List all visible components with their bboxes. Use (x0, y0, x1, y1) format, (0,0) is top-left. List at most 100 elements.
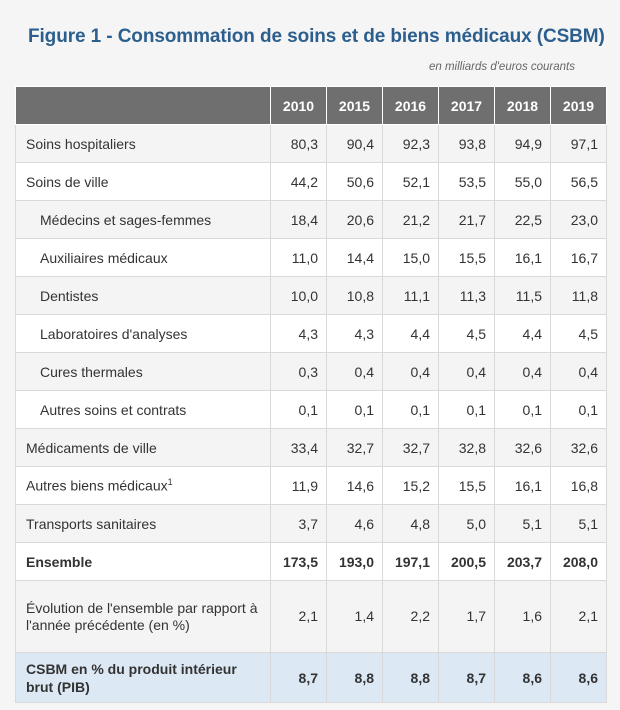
table-row: Autres biens médicaux1 11,9 14,6 15,2 15… (15, 466, 607, 505)
table-row: Dentistes 10,0 10,8 11,1 11,3 11,5 11,8 (15, 276, 607, 315)
figure-title: Figure 1 - Consommation de soins et de b… (28, 26, 605, 47)
year-header: 2010 (270, 86, 327, 125)
cell-value: 8,7 (270, 652, 327, 703)
table-row: Médicaments de ville 33,4 32,7 32,7 32,8… (15, 428, 607, 467)
cell-value: 52,1 (382, 162, 439, 201)
footnote-marker: 1 (167, 477, 173, 488)
row-label: Soins hospitaliers (15, 124, 271, 163)
year-header: 2017 (438, 86, 495, 125)
year-header: 2019 (550, 86, 607, 125)
table-row: Transports sanitaires 3,7 4,6 4,8 5,0 5,… (15, 504, 607, 543)
cell-value: 20,6 (326, 200, 383, 239)
cell-value: 90,4 (326, 124, 383, 163)
row-label-text: Autres biens médicaux (26, 477, 168, 494)
cell-value: 16,8 (550, 466, 607, 505)
cell-value: 2,2 (382, 580, 439, 653)
cell-value: 80,3 (270, 124, 327, 163)
cell-value: 173,5 (270, 542, 327, 581)
cell-value: 11,8 (550, 276, 607, 315)
cell-value: 0,1 (438, 390, 495, 429)
cell-value: 4,6 (326, 504, 383, 543)
csbm-table: 2010 2015 2016 2017 2018 2019 Soins hosp… (15, 86, 607, 703)
cell-value: 33,4 (270, 428, 327, 467)
cell-value: 4,4 (494, 314, 551, 353)
cell-value: 1,7 (438, 580, 495, 653)
row-label: Auxiliaires médicaux (15, 238, 271, 277)
cell-value: 21,2 (382, 200, 439, 239)
row-label: Ensemble (15, 542, 271, 581)
header-empty-cell (15, 86, 271, 125)
row-label: CSBM en % du produit intérieur brut (PIB… (15, 652, 271, 703)
cell-value: 11,9 (270, 466, 327, 505)
cell-value: 32,8 (438, 428, 495, 467)
year-header: 2018 (494, 86, 551, 125)
cell-value: 5,1 (550, 504, 607, 543)
cell-value: 21,7 (438, 200, 495, 239)
cell-value: 32,6 (494, 428, 551, 467)
cell-value: 3,7 (270, 504, 327, 543)
cell-value: 15,2 (382, 466, 439, 505)
cell-value: 0,4 (550, 352, 607, 391)
year-header: 2015 (326, 86, 383, 125)
cell-value: 193,0 (326, 542, 383, 581)
cell-value: 10,8 (326, 276, 383, 315)
row-label: Autres biens médicaux1 (15, 466, 271, 505)
cell-value: 22,5 (494, 200, 551, 239)
row-label: Médecins et sages-femmes (15, 200, 271, 239)
cell-value: 203,7 (494, 542, 551, 581)
table-row: Soins hospitaliers 80,3 90,4 92,3 93,8 9… (15, 124, 607, 163)
year-header: 2016 (382, 86, 439, 125)
cell-value: 55,0 (494, 162, 551, 201)
cell-value: 4,3 (326, 314, 383, 353)
cell-value: 0,3 (270, 352, 327, 391)
cell-value: 23,0 (550, 200, 607, 239)
cell-value: 8,6 (550, 652, 607, 703)
cell-value: 5,0 (438, 504, 495, 543)
cell-value: 0,4 (382, 352, 439, 391)
row-label: Transports sanitaires (15, 504, 271, 543)
cell-value: 44,2 (270, 162, 327, 201)
cell-value: 1,6 (494, 580, 551, 653)
table-row: Cures thermales 0,3 0,4 0,4 0,4 0,4 0,4 (15, 352, 607, 391)
cell-value: 4,5 (550, 314, 607, 353)
cell-value: 197,1 (382, 542, 439, 581)
cell-value: 32,6 (550, 428, 607, 467)
cell-value: 56,5 (550, 162, 607, 201)
cell-value: 11,1 (382, 276, 439, 315)
row-label: Dentistes (15, 276, 271, 315)
row-label: Laboratoires d'analyses (15, 314, 271, 353)
cell-value: 0,1 (270, 390, 327, 429)
cell-value: 5,1 (494, 504, 551, 543)
table-row: Médecins et sages-femmes 18,4 20,6 21,2 … (15, 200, 607, 239)
cell-value: 0,1 (550, 390, 607, 429)
table-row: Laboratoires d'analyses 4,3 4,3 4,4 4,5 … (15, 314, 607, 353)
cell-value: 15,5 (438, 238, 495, 277)
cell-value: 4,4 (382, 314, 439, 353)
cell-value: 2,1 (550, 580, 607, 653)
cell-value: 11,5 (494, 276, 551, 315)
unit-note: en milliards d'euros courants (428, 61, 575, 73)
table-row: Autres soins et contrats 0,1 0,1 0,1 0,1… (15, 390, 607, 429)
cell-value: 8,6 (494, 652, 551, 703)
cell-value: 94,9 (494, 124, 551, 163)
total-row: Ensemble 173,5 193,0 197,1 200,5 203,7 2… (15, 542, 607, 581)
cell-value: 97,1 (550, 124, 607, 163)
cell-value: 2,1 (270, 580, 327, 653)
cell-value: 32,7 (326, 428, 383, 467)
cell-value: 8,8 (382, 652, 439, 703)
row-label: Médicaments de ville (15, 428, 271, 467)
cell-value: 0,4 (494, 352, 551, 391)
table-row: Soins de ville 44,2 50,6 52,1 53,5 55,0 … (15, 162, 607, 201)
cell-value: 11,3 (438, 276, 495, 315)
cell-value: 16,7 (550, 238, 607, 277)
header-row: 2010 2015 2016 2017 2018 2019 (15, 86, 607, 125)
cell-value: 93,8 (438, 124, 495, 163)
cell-value: 10,0 (270, 276, 327, 315)
cell-value: 4,5 (438, 314, 495, 353)
row-label: Soins de ville (15, 162, 271, 201)
row-label: Cures thermales (15, 352, 271, 391)
pib-row: CSBM en % du produit intérieur brut (PIB… (15, 652, 607, 703)
row-label: Autres soins et contrats (15, 390, 271, 429)
cell-value: 18,4 (270, 200, 327, 239)
cell-value: 32,7 (382, 428, 439, 467)
